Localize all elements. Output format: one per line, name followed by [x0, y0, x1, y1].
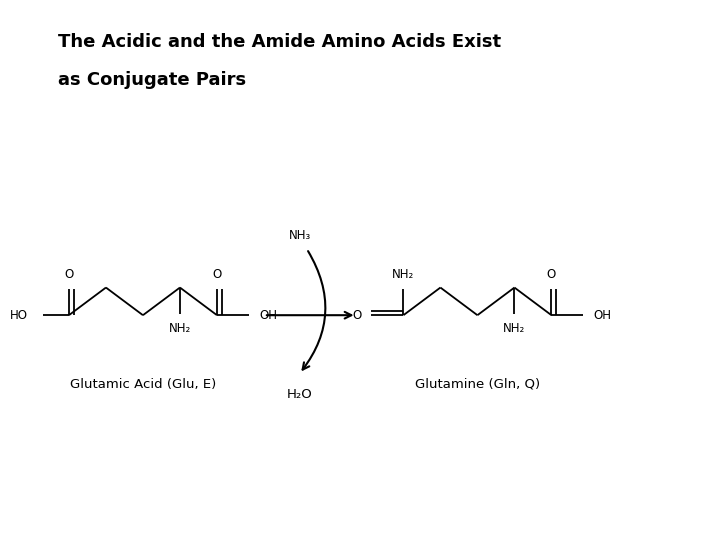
Text: O: O: [64, 267, 73, 281]
Text: Glutamine (Gln, Q): Glutamine (Gln, Q): [415, 378, 540, 391]
Text: HO: HO: [10, 309, 28, 322]
Text: OH: OH: [593, 309, 611, 322]
Text: O: O: [546, 267, 556, 281]
Text: NH₂: NH₂: [168, 322, 191, 335]
Text: as Conjugate Pairs: as Conjugate Pairs: [58, 71, 246, 89]
Text: NH₂: NH₂: [392, 267, 415, 281]
Text: The Acidic and the Amide Amino Acids Exist: The Acidic and the Amide Amino Acids Exi…: [58, 33, 500, 51]
Text: NH₃: NH₃: [289, 229, 310, 242]
Text: H₂O: H₂O: [287, 388, 312, 401]
Text: O: O: [352, 309, 361, 322]
Text: OH: OH: [259, 309, 277, 322]
Text: Glutamic Acid (Glu, E): Glutamic Acid (Glu, E): [70, 378, 216, 391]
Text: NH₂: NH₂: [503, 322, 526, 335]
Text: O: O: [212, 267, 222, 281]
